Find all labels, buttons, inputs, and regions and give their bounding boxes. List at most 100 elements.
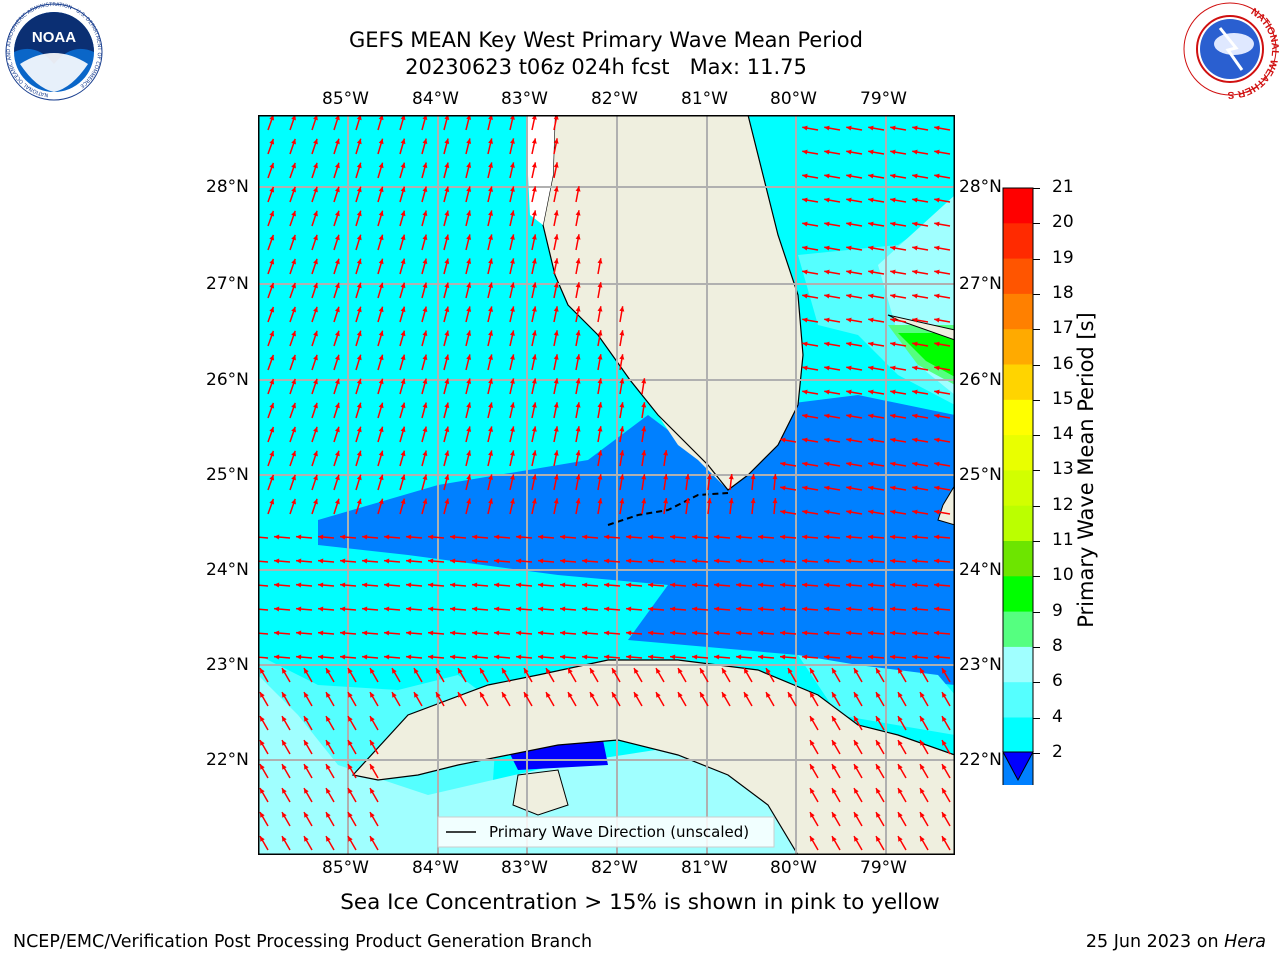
wave-direction-arrowhead bbox=[575, 234, 581, 240]
wave-direction-arrowhead bbox=[269, 138, 275, 145]
wave-direction-arrowhead bbox=[553, 354, 559, 360]
wave-direction-arrowhead bbox=[524, 692, 529, 698]
wave-direction-arrowhead bbox=[516, 558, 522, 564]
wave-direction-arrowhead bbox=[846, 173, 852, 179]
wave-direction-arrowhead bbox=[378, 234, 384, 241]
wave-direction-arrowhead bbox=[313, 402, 318, 409]
wave-direction-arrowhead bbox=[340, 630, 346, 636]
wave-direction-arrowhead bbox=[890, 317, 896, 323]
wave-direction-arrowhead bbox=[824, 149, 830, 155]
wave-direction-arrowhead bbox=[890, 654, 896, 660]
wave-direction-arrowhead bbox=[912, 437, 918, 443]
wave-direction-arrowhead bbox=[582, 558, 588, 564]
wave-direction-arrowhead bbox=[912, 197, 918, 203]
wave-direction-arrowhead bbox=[942, 836, 947, 842]
colorbar-tick-label: 6 bbox=[1052, 671, 1063, 692]
wave-direction-arrowhead bbox=[356, 474, 362, 481]
wave-direction-arrowhead bbox=[714, 558, 720, 564]
wave-direction-arrowhead bbox=[326, 836, 331, 842]
wave-direction-arrowhead bbox=[488, 282, 493, 288]
wave-direction-arrowhead bbox=[422, 402, 428, 409]
wave-direction-arrowhead bbox=[296, 606, 302, 612]
wave-direction-arrowhead bbox=[854, 716, 859, 722]
footer-right: 25 Jun 2023 on Hera bbox=[1085, 932, 1266, 952]
wave-direction-arrowhead bbox=[890, 485, 896, 491]
wave-direction-arrowhead bbox=[450, 534, 456, 540]
wave-direction-arrowhead bbox=[619, 330, 625, 336]
wave-direction-arrowhead bbox=[942, 668, 947, 674]
wave-direction-arrowhead bbox=[516, 606, 522, 612]
wave-direction-arrowhead bbox=[780, 582, 786, 588]
wave-direction-arrowhead bbox=[619, 426, 625, 432]
wave-direction-arrowhead bbox=[824, 654, 830, 660]
wave-direction-arrowhead bbox=[370, 740, 375, 746]
wave-direction-arrowhead bbox=[604, 558, 610, 564]
wave-direction-arrowhead bbox=[384, 630, 390, 636]
colorbar-segment bbox=[1003, 364, 1033, 401]
wave-direction-arrowhead bbox=[912, 317, 918, 323]
wave-direction-arrowhead bbox=[868, 630, 874, 636]
wave-direction-arrowhead bbox=[313, 282, 318, 289]
wave-direction-arrowhead bbox=[318, 654, 324, 660]
wave-direction-arrowhead bbox=[942, 740, 947, 746]
wave-direction-arrowhead bbox=[318, 534, 324, 540]
wave-direction-arrowhead bbox=[832, 764, 837, 770]
wave-direction-arrowhead bbox=[802, 630, 808, 636]
wave-direction-arrowhead bbox=[876, 740, 881, 746]
wave-direction-arrowhead bbox=[912, 221, 918, 227]
wave-direction-arrowhead bbox=[714, 630, 720, 636]
wave-direction-arrowhead bbox=[920, 788, 925, 794]
colorbar-tick-mark bbox=[1033, 258, 1040, 260]
wave-direction-arrowhead bbox=[670, 534, 676, 540]
wave-direction-arrowhead bbox=[318, 582, 324, 588]
wave-direction-arrowhead bbox=[494, 534, 500, 540]
wave-direction-arrowhead bbox=[348, 692, 353, 698]
wave-direction-arrowhead bbox=[832, 788, 837, 794]
wave-direction-arrowhead bbox=[274, 534, 280, 540]
wave-direction-arrowhead bbox=[934, 341, 940, 347]
wave-direction-arrowhead bbox=[934, 582, 940, 588]
wave-direction-arrowhead bbox=[334, 378, 340, 385]
wave-direction-arrowhead bbox=[304, 692, 309, 698]
wave-direction-arrowhead bbox=[531, 378, 537, 384]
wave-direction-arrowhead bbox=[912, 245, 918, 251]
nws-logo: NATIONAL WEATHER SERVICE bbox=[1180, 0, 1280, 100]
wave-direction-arrowhead bbox=[509, 210, 515, 216]
wave-direction-arrowhead bbox=[920, 836, 925, 842]
wave-direction-arrowhead bbox=[868, 221, 874, 227]
wave-direction-arrowhead bbox=[422, 258, 428, 265]
colorbar-tick-mark bbox=[1033, 611, 1040, 613]
wave-direction-arrowhead bbox=[553, 282, 559, 288]
wave-direction-arrowhead bbox=[313, 450, 318, 457]
wave-direction-arrowhead bbox=[758, 582, 764, 588]
wave-direction-arrowhead bbox=[318, 558, 324, 564]
wave-direction-arrowhead bbox=[744, 692, 749, 698]
wave-direction-arrowhead bbox=[890, 197, 896, 203]
wave-direction-arrowhead bbox=[832, 812, 837, 818]
wave-direction-arrowhead bbox=[780, 654, 786, 660]
wave-direction-arrowhead bbox=[648, 654, 654, 660]
wave-direction-arrowhead bbox=[898, 692, 903, 698]
wave-direction-arrowhead bbox=[575, 498, 581, 504]
wave-direction-arrowhead bbox=[736, 558, 742, 564]
wave-direction-arrowhead bbox=[714, 582, 720, 588]
wave-direction-arrowhead bbox=[334, 450, 340, 457]
wave-direction-arrowhead bbox=[334, 162, 340, 169]
wave-direction-arrowhead bbox=[663, 450, 669, 456]
wave-direction-arrowhead bbox=[641, 378, 647, 384]
wave-direction-arrowhead bbox=[868, 269, 874, 275]
wave-direction-arrowhead bbox=[722, 692, 727, 698]
wave-direction-arrowhead bbox=[348, 716, 353, 722]
colorbar-tick-mark bbox=[1033, 541, 1040, 542]
colorbar-segment bbox=[1003, 223, 1033, 260]
wave-direction-arrowhead bbox=[824, 317, 830, 323]
wave-direction-arrowhead bbox=[772, 474, 778, 480]
wave-direction-arrowhead bbox=[334, 402, 340, 409]
wave-direction-arrowhead bbox=[868, 245, 874, 251]
wave-direction-arrowhead bbox=[846, 293, 852, 299]
wave-direction-arrowhead bbox=[802, 269, 808, 275]
wave-direction-arrowhead bbox=[670, 630, 676, 636]
wave-direction-arrowhead bbox=[480, 668, 485, 674]
wave-direction-arrowhead bbox=[546, 668, 551, 674]
wave-direction-arrowhead bbox=[846, 437, 852, 443]
